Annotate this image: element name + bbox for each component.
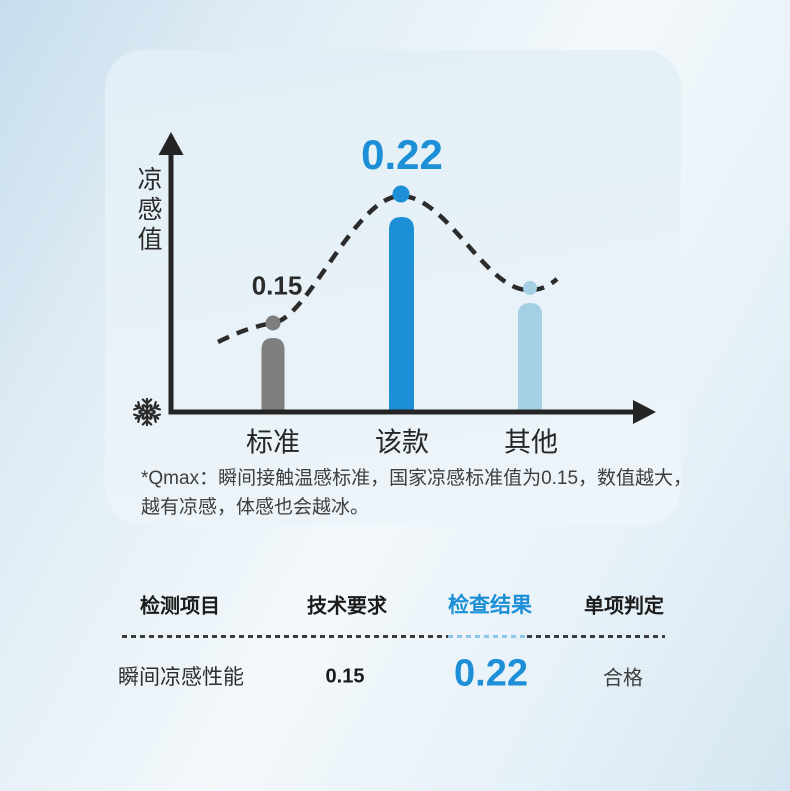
table-cell-result: 0.22	[454, 652, 528, 695]
y-axis-arrow-icon	[158, 132, 184, 155]
footnote-line-2: 越有凉感，体感也会越冰。	[141, 497, 370, 518]
footnote-line-1: *Qmax：瞬间接触温感标准，国家凉感标准值为0.15，数值越大，	[141, 468, 693, 489]
table-divider-highlight	[448, 635, 527, 638]
table-header-result: 检查结果	[448, 594, 532, 617]
y-axis-label: 凉感值	[134, 166, 162, 256]
table-header-verdict: 单项判定	[584, 595, 664, 618]
x-label-this-model: 该款	[375, 427, 429, 458]
table-cell-verdict: 合格	[603, 667, 643, 690]
bar-this-model	[389, 217, 414, 414]
table-cell-test-item: 瞬间凉感性能	[118, 666, 244, 689]
value-label-this-model: 0.22	[361, 131, 443, 178]
table-cell-requirement: 0.15	[325, 665, 365, 688]
qmax-footnote: *Qmax：瞬间接触温感标准，国家凉感标准值为0.15，数值越大， 越有凉感，体…	[141, 464, 692, 522]
cooling-bar-chart	[158, 132, 656, 424]
dot-standard	[265, 315, 281, 331]
bar-other	[518, 303, 542, 414]
x-label-standard: 标准	[246, 427, 300, 458]
table-header-test-item: 检测项目	[140, 595, 220, 618]
dot-other	[523, 281, 537, 295]
x-label-other: 其他	[504, 427, 558, 458]
dot-this-model	[392, 185, 410, 203]
table-divider-left	[122, 635, 448, 638]
table-divider-right	[527, 635, 665, 638]
table-header-requirement: 技术要求	[307, 595, 387, 618]
snowflake-icon	[132, 397, 162, 427]
x-axis-arrow-icon	[633, 400, 656, 424]
value-label-standard: 0.15	[251, 270, 303, 301]
cooling-chart-card: 凉感值 0.15 0.22 标准 该款 其他 *Qm	[105, 50, 692, 525]
bar-standard	[261, 338, 285, 414]
